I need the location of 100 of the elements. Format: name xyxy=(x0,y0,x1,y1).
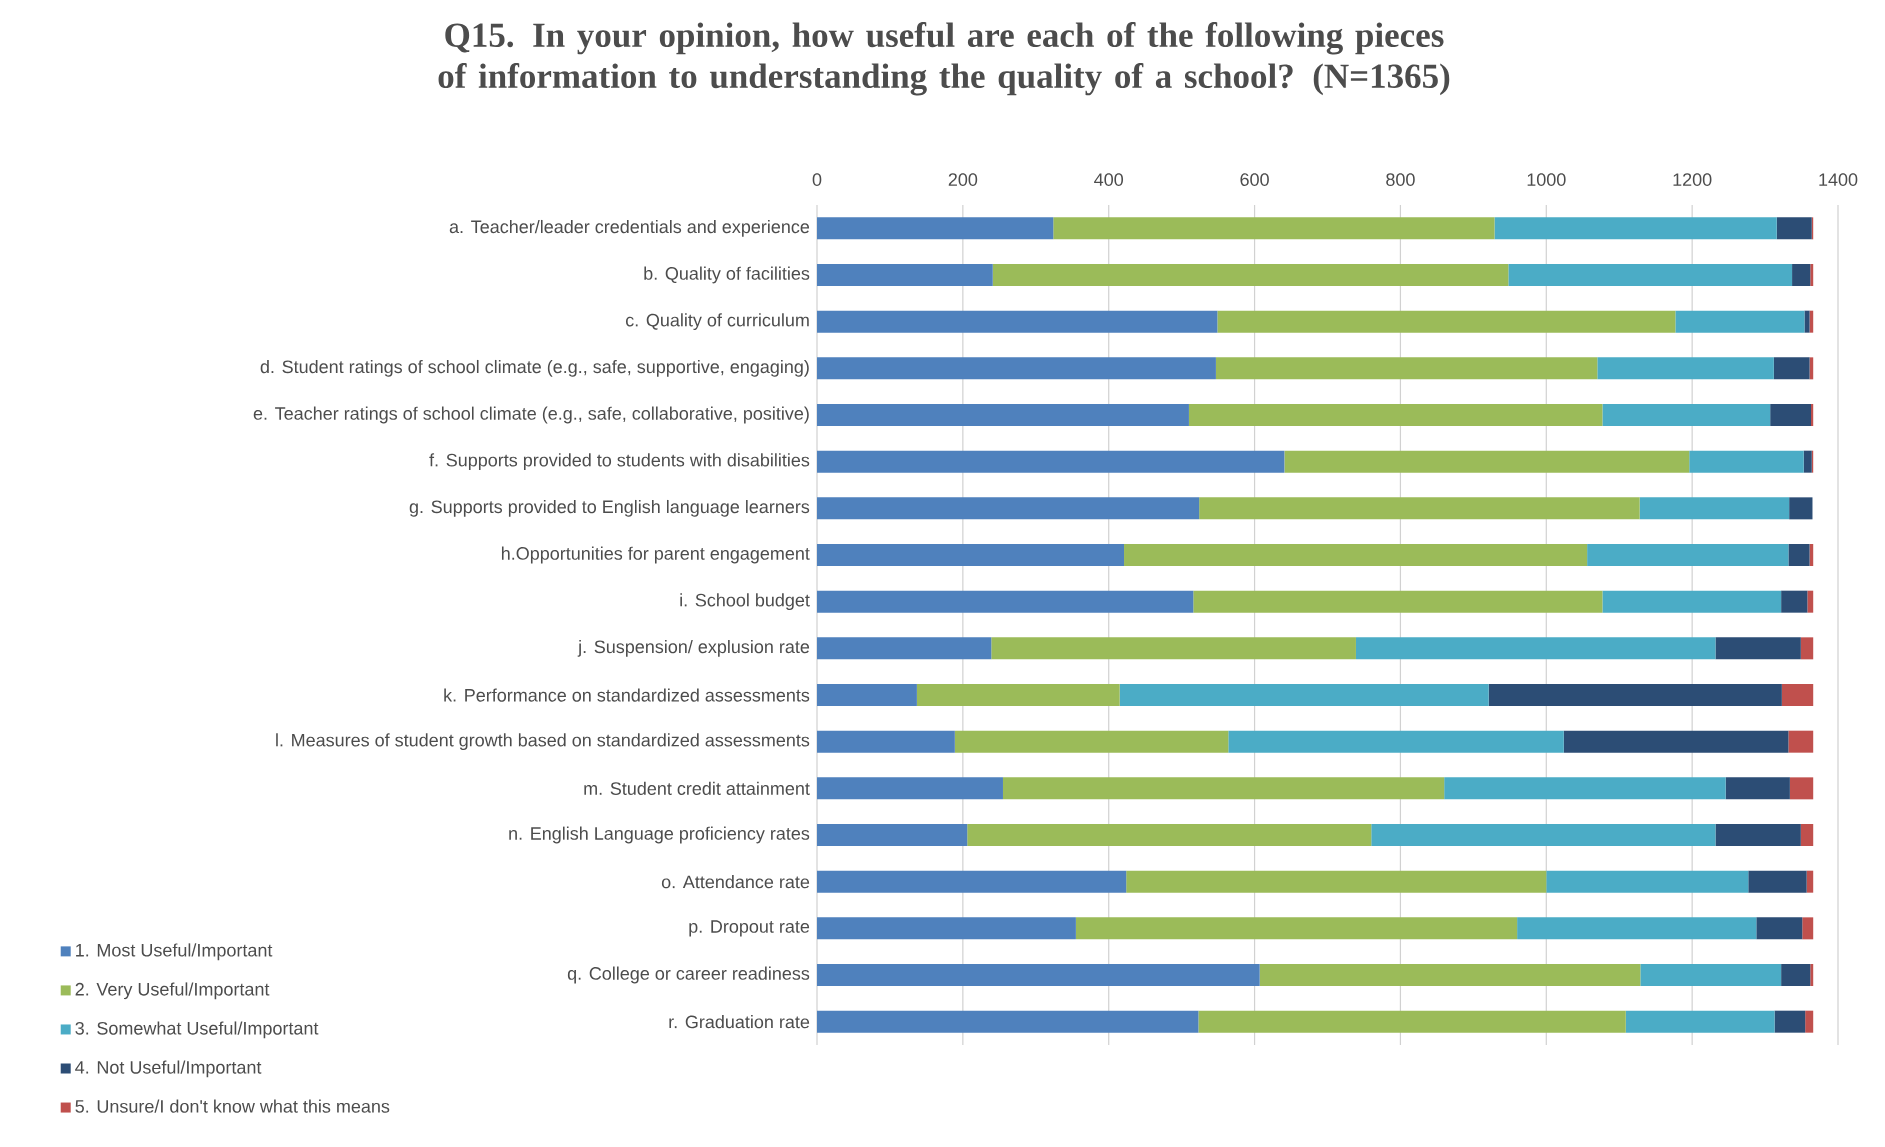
bar xyxy=(817,824,968,847)
bar xyxy=(954,730,1229,753)
bar xyxy=(1803,450,1812,473)
bar xyxy=(1789,777,1814,800)
bar xyxy=(817,730,955,753)
y-tick-label: j. Suspension/ explusion rate xyxy=(577,639,810,657)
bar xyxy=(1781,964,1811,987)
bar xyxy=(916,684,1120,707)
bar xyxy=(817,357,1216,380)
bar xyxy=(817,964,1260,987)
bar xyxy=(1508,264,1793,286)
bar xyxy=(817,684,917,707)
bar xyxy=(817,217,1054,240)
bar xyxy=(1640,964,1782,987)
bar xyxy=(1781,684,1814,707)
bar xyxy=(1494,217,1777,240)
bar xyxy=(1805,1010,1814,1033)
x-tick-label: 0 xyxy=(812,173,822,186)
bar xyxy=(1259,964,1641,987)
bar xyxy=(1488,684,1782,707)
bar xyxy=(991,637,1356,660)
bar xyxy=(1602,404,1771,427)
bar xyxy=(1371,824,1716,847)
bar xyxy=(1810,964,1814,987)
y-tick-label: q. College or career readiness xyxy=(567,966,810,984)
y-tick-label: a. Teacher/leader credentials and experience xyxy=(449,219,810,237)
bar xyxy=(1444,777,1726,800)
bar xyxy=(1597,357,1774,380)
bar xyxy=(1002,777,1445,800)
y-tick-label: d. Student ratings of school climate (e.g., safe, supportive, engaging) xyxy=(260,359,809,377)
bar xyxy=(817,264,993,286)
y-tick-label: m. Student credit attainment xyxy=(584,781,810,795)
bar xyxy=(1625,1010,1775,1033)
x-tick-label: 1000 xyxy=(1527,173,1566,186)
y-tick-label: l. Measures of student growth based on standardized assessments xyxy=(276,733,810,751)
bar xyxy=(1119,684,1489,707)
bar xyxy=(1788,544,1810,567)
bar xyxy=(1804,310,1810,333)
bar xyxy=(1800,824,1814,847)
bar xyxy=(1587,544,1789,567)
bar xyxy=(1756,917,1803,940)
y-tick-label: n. English Language proficiency rates xyxy=(509,826,810,844)
y-tick-label: i. School budget xyxy=(680,593,810,611)
bar xyxy=(817,310,1218,333)
legend-label: 1. Most Useful/Important xyxy=(76,943,273,961)
bar xyxy=(817,450,1285,473)
bar xyxy=(1193,590,1603,613)
y-tick-label: p. Dropout rate xyxy=(689,920,810,937)
y-tick-label: r. Graduation rate xyxy=(669,1015,810,1029)
bar xyxy=(1228,730,1564,753)
bar xyxy=(817,404,1189,427)
legend-label: 5. Unsure/I don't know what this means xyxy=(75,1099,390,1113)
bar xyxy=(1725,777,1790,800)
bar xyxy=(1602,590,1782,613)
bar xyxy=(1806,870,1814,893)
bar xyxy=(1811,404,1814,427)
bar xyxy=(817,544,1125,567)
bar xyxy=(1355,637,1716,660)
bar xyxy=(1773,357,1810,380)
bar xyxy=(1215,357,1598,380)
x-tick-label: 800 xyxy=(1386,173,1415,186)
bar xyxy=(1563,730,1789,753)
y-tick-label: g. Supports provided to English language learners xyxy=(409,499,810,517)
bar xyxy=(817,777,1003,800)
bar xyxy=(1188,404,1603,427)
bar xyxy=(1199,497,1640,520)
bar xyxy=(1776,217,1812,240)
bar xyxy=(817,637,992,660)
bar xyxy=(1802,917,1814,940)
legend-label: 3. Somewhat Useful/Important xyxy=(75,1021,319,1039)
x-tick-label: 1200 xyxy=(1673,173,1712,186)
y-tick-label: f. Supports provided to students with disabilities xyxy=(429,453,810,471)
chart-title: Q15. In your opinion, how useful are each of the following pieces of information to understanding the quality of a school? (N=1365) xyxy=(438,22,1450,96)
bar xyxy=(1284,450,1690,473)
bar xyxy=(1126,870,1547,893)
bar xyxy=(1639,497,1790,520)
bar xyxy=(1810,264,1814,286)
bar xyxy=(1715,637,1801,660)
y-tick-label: o. Attendance rate xyxy=(661,875,810,889)
bar xyxy=(1781,590,1808,613)
bar xyxy=(1748,870,1807,893)
bar xyxy=(817,497,1200,520)
bar xyxy=(1689,450,1804,473)
bar xyxy=(1198,1010,1626,1033)
y-tick-label: c. Quality of curriculum xyxy=(625,313,809,331)
bar xyxy=(817,917,1076,940)
bar xyxy=(1053,217,1495,240)
bar xyxy=(1770,404,1812,427)
y-tick-label: b. Quality of facilities xyxy=(644,266,810,284)
x-tick-label: 200 xyxy=(948,173,978,186)
bar xyxy=(992,264,1509,286)
legend-label: 2. Very Useful/Important xyxy=(75,982,270,1000)
y-tick-label: h.Opportunities for parent engagement xyxy=(501,546,810,564)
bar xyxy=(1792,264,1811,286)
y-tick-label: k. Performance on standardized assessments xyxy=(444,688,810,702)
bar xyxy=(1217,310,1676,333)
bar xyxy=(967,824,1372,847)
bar xyxy=(1800,637,1814,660)
bar xyxy=(1546,870,1749,893)
x-tick-label: 400 xyxy=(1094,173,1124,186)
